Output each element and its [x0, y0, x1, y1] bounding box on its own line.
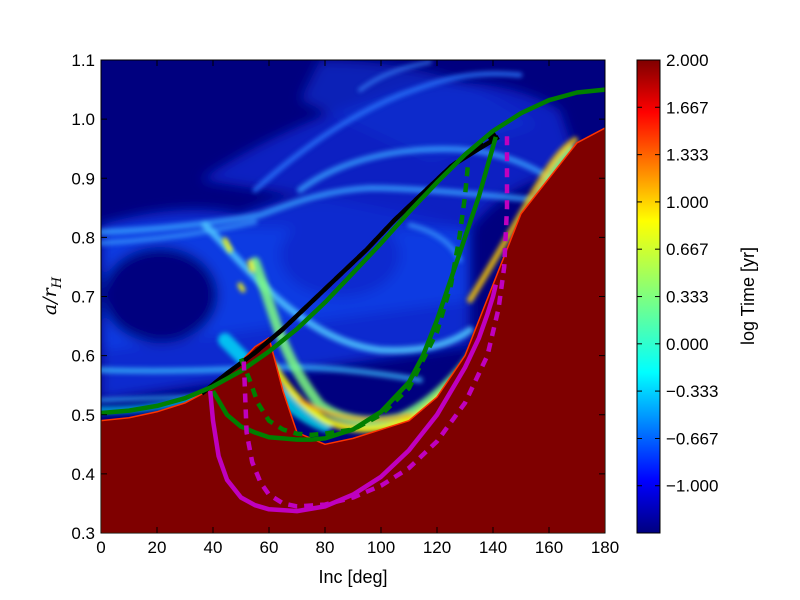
- colorbar-tick-label: 0.000: [666, 335, 709, 354]
- x-axis-label: Inc [deg]: [318, 567, 387, 587]
- y-axis: 0.3 0.4 0.5 0.6 0.7 0.8 0.9 1.0 1.1: [71, 51, 605, 543]
- y-tick-label: 0.4: [71, 465, 95, 484]
- colorbar-tick-label: 0.667: [666, 240, 709, 259]
- colorbar-tick-label: −1.000: [666, 477, 718, 496]
- y-tick-label: 0.6: [71, 347, 95, 366]
- y-tick-label: 0.8: [71, 228, 95, 247]
- x-tick-label: 120: [423, 538, 451, 557]
- colorbar: 2.000 1.667 1.333 1.000 0.667 0.333 0.000 −0.33…: [636, 51, 758, 534]
- x-tick-label: 80: [316, 538, 335, 557]
- x-tick-label: 40: [204, 538, 223, 557]
- y-axis-label: a/rH: [39, 276, 65, 315]
- y-tick-label: 0.3: [71, 524, 95, 543]
- x-tick-label: 100: [367, 538, 395, 557]
- colorbar-ticks: 2.000 1.667 1.333 1.000 0.667 0.333 0.000 −0.33…: [637, 51, 718, 496]
- colorbar-tick-label: 1.000: [666, 193, 709, 212]
- y-tick-label: 0.7: [71, 288, 95, 307]
- colorbar-tick-label: −0.333: [666, 382, 718, 401]
- colorbar-label: log Time [yr]: [738, 247, 758, 345]
- series-line-4: [211, 136, 498, 442]
- y-tick-label: 1.0: [71, 110, 95, 129]
- series-line-3: [101, 87, 605, 416]
- series-line-7: [241, 133, 510, 509]
- colorbar-tick-label: 1.333: [666, 146, 709, 165]
- x-tick-label: 140: [479, 538, 507, 557]
- colorbar-tick-label: −0.667: [666, 429, 718, 448]
- x-tick-label: 160: [535, 538, 563, 557]
- x-tick-label: 20: [148, 538, 167, 557]
- x-tick-label: 60: [260, 538, 279, 557]
- heatmap-plot-area: [101, 60, 605, 533]
- x-tick-label: 0: [96, 538, 105, 557]
- x-axis: 0 20 40 60 80 100 120 140 160 180: [96, 60, 619, 557]
- unstable-region: [101, 127, 605, 533]
- y-tick-label: 0.9: [71, 169, 95, 188]
- colorbar-tick-label: 2.000: [666, 51, 709, 70]
- series-layer: [101, 87, 605, 514]
- x-tick-label: 180: [591, 538, 619, 557]
- y-tick-label: 1.1: [71, 51, 95, 70]
- colorbar-tick-label: 0.333: [666, 288, 709, 307]
- colorbar-tick-label: 1.667: [666, 98, 709, 117]
- y-tick-label: 0.5: [71, 406, 95, 425]
